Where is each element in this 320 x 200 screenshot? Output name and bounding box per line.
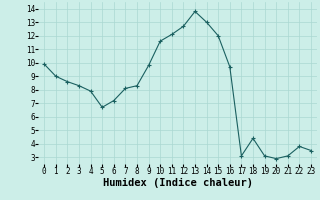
X-axis label: Humidex (Indice chaleur): Humidex (Indice chaleur) [103,178,252,188]
